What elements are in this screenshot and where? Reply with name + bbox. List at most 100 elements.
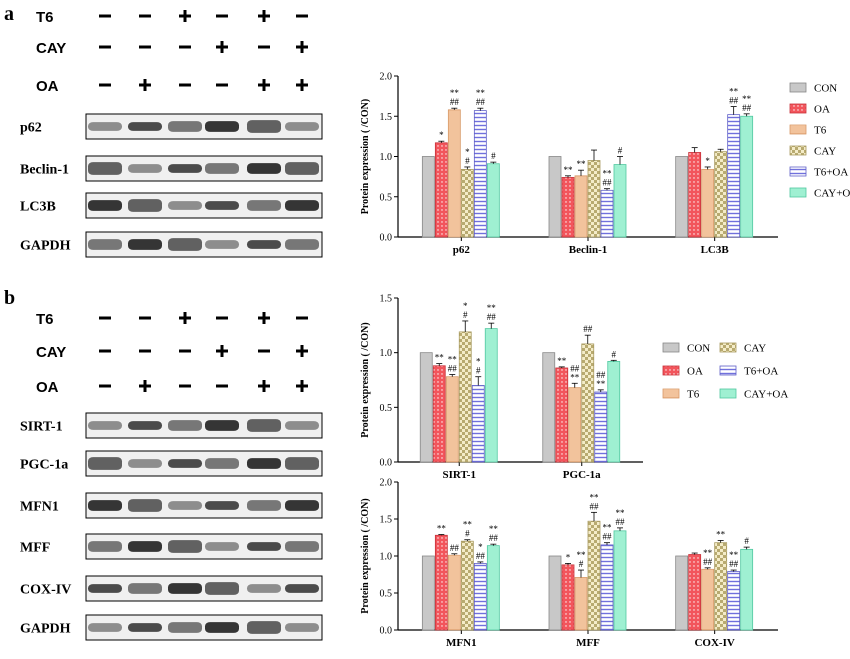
treatment-sign-minus [139, 349, 151, 353]
y-axis-label: Protein expression ( /CON) [360, 322, 371, 437]
bar-oa-sirt-1 [432, 365, 446, 463]
significance-mark: # [463, 310, 468, 320]
y-tick-label: 0.5 [380, 192, 393, 203]
y-tick-label: 1.5 [380, 112, 393, 123]
significance-mark: ## [489, 533, 499, 543]
blot-strip-sirt-1 [85, 412, 323, 439]
treatment-label-cay: CAY [36, 344, 66, 361]
bar-cay-pgc-1a [581, 343, 595, 463]
blot-label-mfn1: MFN1 [20, 500, 59, 515]
y-tick-label: 2.0 [380, 478, 393, 489]
treatment-sign-plus [216, 41, 228, 53]
significance-mark: ** [616, 508, 626, 518]
treatment-label-t6: T6 [36, 311, 54, 328]
legend-item-cay-oa: CAY+OA [719, 389, 788, 401]
significance-mark: ** [596, 379, 606, 389]
legend-item-con: CON [789, 83, 837, 95]
legend-label: CAY [814, 146, 836, 158]
significance-mark: ** [448, 355, 458, 365]
treatment-sign-minus [296, 316, 308, 320]
significance-mark: ** [437, 524, 447, 534]
blot-strip-mff [85, 533, 323, 560]
legend-item-t6: T6 [789, 125, 827, 137]
treatment-sign-minus [139, 14, 151, 18]
legend-item-cay: CAY [789, 146, 836, 158]
significance-mark: # [465, 156, 470, 166]
treatment-sign-minus [99, 349, 111, 353]
treatment-sign-minus [179, 384, 191, 388]
bar-t6-oa-lc3b [727, 114, 741, 238]
y-tick-label: 0.5 [380, 589, 393, 600]
y-tick-label: 1.5 [380, 294, 393, 305]
treatment-sign-minus [216, 384, 228, 388]
bar-t6-p62 [447, 109, 461, 238]
legend-label: CON [814, 83, 837, 95]
treatment-sign-plus [179, 312, 191, 324]
treatment-sign-minus [258, 45, 270, 49]
treatment-sign-minus [216, 83, 228, 87]
bar-oa-p62 [434, 142, 448, 238]
bar-cay-mff [587, 520, 601, 631]
treatment-sign-minus [179, 45, 191, 49]
significance-mark: ** [476, 88, 486, 98]
western-blot-panel-a: T6 CAY OA p62 Beclin-1 LC3B GAPDH [20, 9, 323, 258]
bar-cay-oa-beclin-1 [613, 164, 627, 238]
bar-cay-cox-iv [714, 542, 728, 631]
bar-t6-mff [574, 577, 588, 631]
significance-mark: ** [577, 159, 587, 169]
bar-t6-mfn1 [447, 554, 461, 631]
blot-label-lc3b: LC3B [20, 200, 56, 215]
blot-strip-gapdh [85, 614, 323, 641]
blot-strip-beclin-1 [85, 155, 323, 182]
x-category-label-beclin-1: Beclin-1 [569, 244, 608, 256]
bar-oa-mff [561, 564, 575, 631]
significance-mark: * [478, 542, 483, 552]
significance-mark: ## [450, 543, 460, 553]
bar-con-pgc-1a [542, 352, 556, 463]
significance-mark: * [566, 552, 571, 562]
legend-label: CAY+OA [814, 188, 850, 200]
significance-mark: ** [577, 550, 587, 560]
y-tick-label: 1.0 [380, 348, 393, 359]
significance-mark: # [465, 529, 470, 539]
blot-label-mff: MFF [20, 541, 50, 556]
blot-label-cox-iv: COX-IV [20, 583, 71, 598]
blot-strip-gapdh [85, 231, 323, 258]
bar-cay-mfn1 [460, 540, 474, 631]
bar-t6-oa-pgc-1a [594, 391, 608, 463]
significance-mark: ** [489, 524, 499, 534]
y-tick-label: 2.0 [380, 72, 393, 83]
bar-oa-beclin-1 [561, 177, 575, 238]
bar-t6-oa-mfn1 [473, 563, 487, 631]
y-tick-label: 1.0 [380, 552, 393, 563]
y-tick-label: 0.5 [380, 403, 393, 414]
significance-mark: ** [729, 550, 739, 560]
treatment-sign-minus [139, 45, 151, 49]
significance-mark: ** [603, 523, 613, 533]
treatment-sign-plus [258, 380, 270, 392]
y-tick-label: 1.5 [380, 515, 393, 526]
significance-mark: ** [463, 520, 473, 530]
treatment-sign-minus [216, 14, 228, 18]
significance-mark: ## [583, 324, 593, 334]
bar-cay-oa-cox-iv [740, 548, 754, 631]
significance-mark: ** [742, 94, 752, 104]
significance-mark: ** [557, 356, 567, 366]
significance-mark: ** [729, 87, 739, 97]
x-category-label-lc3b: LC3B [701, 244, 730, 256]
significance-mark: ** [450, 88, 460, 98]
bar-chart-sirt1-pgc1a: 0.0 0.5 1.0 1.5 Protein expression ( /CON) SI… [360, 294, 643, 481]
blot-label-gapdh: GAPDH [20, 622, 71, 637]
legend-sirt1-pgc1a: CON CAY OA T6+OA T6 CAY+OA [662, 343, 788, 401]
significance-mark: ** [435, 353, 445, 363]
y-tick-label: 1.0 [380, 152, 393, 163]
treatment-sign-plus [296, 79, 308, 91]
treatment-sign-minus [99, 45, 111, 49]
significance-mark: ## [729, 96, 739, 106]
significance-mark: ## [487, 312, 497, 322]
bar-con-mfn1 [421, 555, 435, 631]
significance-mark: ## [476, 551, 486, 561]
significance-mark: * [465, 147, 470, 157]
treatment-sign-plus [296, 41, 308, 53]
bar-cay-beclin-1 [587, 160, 601, 238]
